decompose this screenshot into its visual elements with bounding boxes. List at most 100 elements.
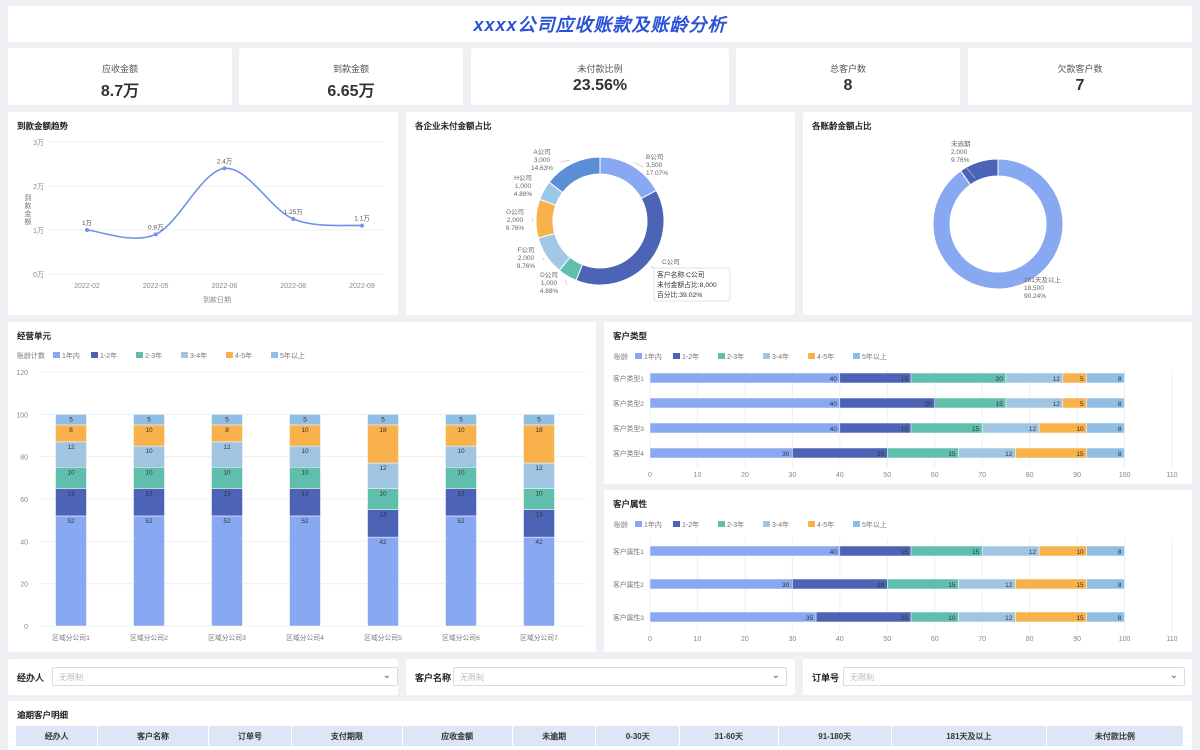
legend-swatch: [718, 353, 725, 359]
bar-segment: [815, 611, 912, 623]
slice-label: 18,500: [1024, 285, 1044, 292]
bar-segment: [367, 509, 399, 538]
bar-segment: [649, 397, 841, 409]
x-tick-label: 0: [648, 636, 652, 643]
y-tick-label: 0万: [33, 271, 44, 279]
slice-label: 4.88%: [514, 191, 533, 198]
bar-segment: [1086, 545, 1125, 557]
order-number-select[interactable]: 无限制 ⌄: [843, 667, 1185, 686]
y-tick-label: 客户属性2: [613, 580, 644, 589]
bar-value-label: 12: [67, 444, 75, 451]
legend-swatch: [853, 521, 860, 527]
table-column-header[interactable]: 支付期限: [291, 726, 403, 746]
table-column-header[interactable]: 91-180天: [778, 726, 892, 746]
x-tick-label: 40: [836, 636, 844, 643]
bar-value-label: 15: [1076, 451, 1084, 458]
legend-swatch: [808, 353, 815, 359]
legend-label: 4-5年: [235, 351, 252, 360]
x-tick-label: 100: [1119, 636, 1131, 643]
table-column-header[interactable]: 客户名称: [97, 726, 209, 746]
customer-name-select[interactable]: 无限制 ⌄: [453, 667, 787, 686]
bar-segment: [133, 515, 165, 627]
y-tick-label: 客户类型3: [613, 424, 644, 433]
x-tick-label: 区域分公司3: [208, 633, 246, 642]
bar-segment: [523, 462, 555, 489]
slice-label: 9.76%: [951, 157, 970, 164]
x-tick-label: 110: [1166, 636, 1177, 643]
bar-segment: [211, 515, 243, 627]
y-tick-label: 120: [16, 370, 28, 377]
bar-segment: [839, 397, 935, 409]
legend-label: 3-4年: [772, 352, 789, 361]
bar-value-label: 18: [535, 427, 543, 434]
slice-label: 未逾期: [951, 139, 971, 148]
label-leader: [965, 166, 976, 179]
table-column-header[interactable]: 未付款比例: [1046, 726, 1185, 746]
bar-value-label: 40: [830, 401, 838, 408]
x-tick-label: 20: [741, 636, 749, 643]
table-column-header[interactable]: 经办人: [16, 726, 99, 746]
table-column-header[interactable]: 31-60天: [679, 726, 779, 746]
bar-value-label: 10: [67, 469, 75, 476]
bar-value-label: 10: [1076, 426, 1084, 433]
bar-value-label: 10: [457, 469, 465, 476]
chevron-down-icon: ⌄: [771, 670, 780, 681]
unpaid-donut-chart: B公司3,50017.07%C公司8,00039.02%D公司1,0004.88…: [506, 148, 731, 302]
x-tick-label: 70: [978, 636, 986, 643]
legend-title: 账龄计数: [17, 351, 45, 360]
handler-select[interactable]: 无限制 ⌄: [52, 667, 398, 686]
legend-swatch: [763, 353, 770, 359]
bar-value-label: 8: [225, 427, 229, 434]
legend-label: 1-2年: [682, 352, 699, 361]
x-tick-label: 60: [931, 636, 939, 643]
slice-label: 9.76%: [506, 225, 525, 232]
x-tick-label: 10: [694, 472, 702, 479]
bar-value-label: 8: [1118, 426, 1122, 433]
bar-value-label: 20: [877, 582, 885, 589]
kpi-value: 8.7万: [100, 83, 140, 100]
label-leader: [542, 257, 545, 261]
customer-attr-title: 客户属性: [613, 499, 648, 509]
bar-value-label: 8: [1118, 582, 1122, 589]
bar-value-label: 8: [1118, 615, 1122, 622]
x-tick-label: 80: [1026, 636, 1034, 643]
trend-value-label: 2.4万: [217, 157, 233, 165]
x-tick-label: 20: [741, 472, 749, 479]
kpi-value: 23.56%: [572, 77, 628, 94]
x-tick-label: 区域分公司7: [520, 633, 558, 642]
customer-type-chart: 账龄 1年内 1-2年 2-3年 3-4年 4-5年 5年以上 0 10 20 30 40 50 60 70…: [613, 352, 1178, 479]
table-column-header[interactable]: 应收金额: [402, 726, 513, 746]
bar-segment: [289, 414, 321, 426]
x-tick-label: 2022-09: [349, 283, 375, 290]
table-column-header[interactable]: 未逾期: [512, 726, 597, 746]
table-header-row: 经办人 客户名称 订单号 支付期限 应收金额 未逾期 0-30天 31-60天 91-180天 1…: [16, 726, 1185, 746]
slice-label: 4.88%: [540, 288, 559, 295]
legend-label: 2-3年: [727, 352, 744, 361]
bar-segment: [55, 515, 87, 627]
bar-value-label: 10: [457, 448, 465, 455]
bar-value-label: 12: [223, 444, 231, 451]
bar-segment: [367, 424, 399, 464]
x-tick-label: 60: [931, 472, 939, 479]
bar-value-label: 8: [1118, 549, 1122, 556]
table-column-header[interactable]: 0-30天: [595, 726, 681, 746]
y-tick-label: 客户类型1: [613, 374, 644, 383]
chevron-down-icon: ⌄: [382, 670, 391, 681]
table-column-header[interactable]: 181天及以上: [891, 726, 1047, 746]
table-column-header[interactable]: 订单号: [208, 726, 293, 746]
bar-value-label: 5: [381, 416, 385, 423]
bar-value-label: 5: [303, 416, 307, 423]
bar-segment: [55, 414, 87, 426]
business-unit-title: 经营单元: [17, 331, 52, 341]
x-tick-label: 90: [1073, 636, 1081, 643]
trend-card: 到款金额趋势 3万 2万 1万 0万 到款金额 1万 2022-02 0.9万 2022-05 2…: [8, 112, 398, 315]
bar-value-label: 12: [535, 465, 543, 472]
bar-segment: [792, 447, 888, 459]
trend-point: [85, 228, 89, 232]
legend-label: 2-3年: [145, 351, 162, 360]
slice-label: G公司: [506, 208, 524, 216]
kpi-value: 7: [1075, 77, 1085, 94]
bar-value-label: 30: [782, 582, 790, 589]
